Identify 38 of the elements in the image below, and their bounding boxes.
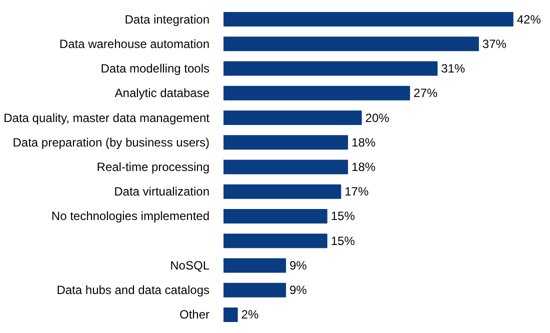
data-label: 20% (365, 110, 390, 125)
data-label: 27% (414, 86, 438, 100)
bar (224, 36, 479, 52)
bar (224, 135, 348, 150)
bar (224, 282, 286, 298)
y-tick-label: Other (179, 308, 210, 322)
data-label: 9% (290, 258, 308, 272)
y-tick-label: Real-time processing (96, 160, 210, 174)
data-label: 2% (241, 308, 259, 322)
y-tick-label: NoSQL (170, 258, 210, 272)
y-tick-label: Data quality, master data management (4, 110, 210, 125)
y-tick-label: Data hubs and data catalogs (56, 283, 210, 298)
y-tick-label: Data integration (124, 12, 210, 26)
bar (224, 61, 438, 76)
bar (224, 160, 348, 174)
bar (224, 184, 342, 199)
bar (224, 234, 328, 248)
data-label: 18% (352, 135, 376, 150)
data-label: 15% (330, 234, 356, 248)
y-tick-label: Analytic database (114, 86, 210, 100)
data-label: 9% (290, 283, 308, 298)
data-label: 15% (330, 209, 356, 224)
bar (224, 12, 514, 27)
data-label: 17% (344, 184, 369, 199)
y-tick-label: Data modelling tools (100, 62, 210, 76)
y-tick-label: Data warehouse automation (59, 36, 210, 51)
data-label: 37% (482, 36, 507, 51)
bar (224, 86, 410, 100)
bar (224, 307, 238, 322)
data-label: 31% (441, 62, 466, 76)
data-label: 42% (516, 12, 542, 26)
data-label: 18% (352, 160, 376, 174)
y-tick-label: Data preparation (by business users) (12, 135, 210, 150)
bar (224, 208, 328, 224)
bar (224, 110, 362, 126)
y-tick-label: No technologies implemented (51, 209, 210, 224)
y-tick-label: Data virtualization (114, 184, 210, 199)
bar (224, 258, 286, 273)
